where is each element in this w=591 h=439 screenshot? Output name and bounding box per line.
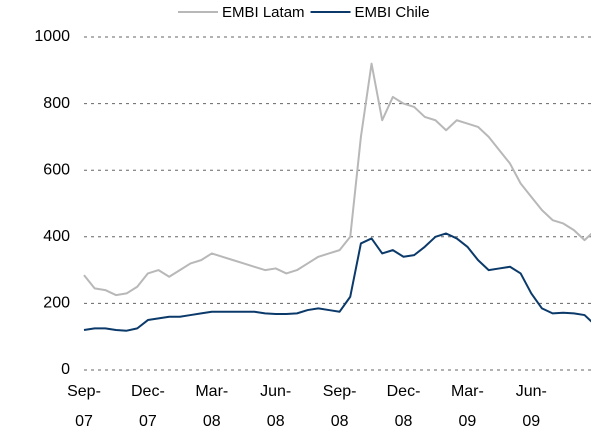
y-tick-label: 0 — [61, 361, 70, 378]
y-tick-label: 200 — [43, 295, 70, 312]
legend-label: EMBI Latam — [222, 4, 305, 21]
x-tick-label: Dec-07 — [131, 383, 165, 430]
y-tick-label: 400 — [43, 228, 70, 245]
x-tick-label: Dec-08 — [387, 383, 421, 430]
y-tick-label: 800 — [43, 95, 70, 112]
series-line — [83, 62, 591, 297]
series-line — [83, 232, 591, 332]
y-tick-label: 1000 — [34, 28, 70, 45]
x-tick-label: Sep-07 — [67, 383, 101, 430]
x-tick-label: Mar-09 — [451, 383, 484, 430]
x-tick-label: Jun-09 — [516, 383, 547, 430]
x-tick-label: Mar-08 — [195, 383, 228, 430]
legend-label: EMBI Chile — [355, 4, 430, 21]
y-tick-label: 600 — [43, 161, 70, 178]
x-tick-label: Sep-08 — [323, 383, 357, 430]
x-tick-label: Jun-08 — [260, 383, 291, 430]
